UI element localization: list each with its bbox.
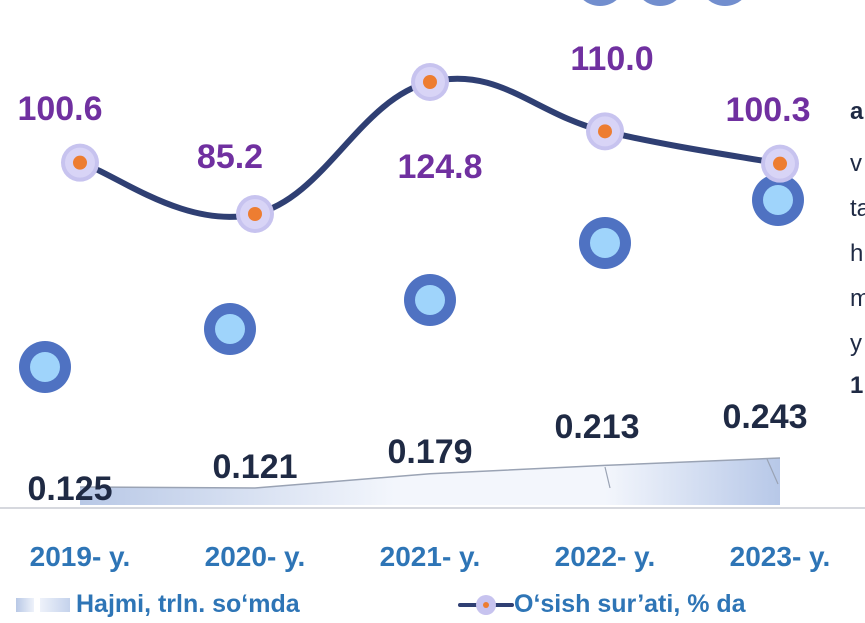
legend-line-swatch <box>458 594 514 615</box>
leader-line <box>766 458 779 485</box>
line-data-label: 124.8 <box>397 148 482 186</box>
area-top-line <box>79 457 781 489</box>
series-dot-inner <box>30 352 60 382</box>
area-data-label: 0.179 <box>387 433 472 471</box>
legend-area-label: Hajmi, trln. so‘mda <box>76 590 300 618</box>
area-fill <box>80 458 780 505</box>
line-marker-dot <box>598 124 612 139</box>
legend-area-swatch <box>0 596 70 614</box>
area-data-label: 0.243 <box>722 398 807 436</box>
area-data-label: 0.121 <box>212 448 297 486</box>
line-data-label: 100.3 <box>725 91 810 129</box>
side-text-line-2: v <box>850 150 862 177</box>
series-dot-inner <box>415 285 445 315</box>
x-tick-label: 2020- y. <box>205 541 306 572</box>
legend-line-label: O‘sish sur’ati, % da <box>514 590 746 618</box>
x-tick-label: 2023- y. <box>730 541 831 572</box>
leader-line <box>604 466 611 489</box>
area-data-label: 0.125 <box>27 470 112 508</box>
side-text-line-3: ta <box>850 195 865 222</box>
line-data-label: 110.0 <box>570 40 653 78</box>
series-dot-inner <box>215 314 245 344</box>
line-marker-dot <box>423 75 437 89</box>
decor-dot-top <box>583 0 617 6</box>
side-text-line-7: 1 <box>850 372 864 399</box>
legend-item-line: O‘sish sur’ati, % da <box>458 590 746 619</box>
decor-dot-top <box>708 0 742 6</box>
x-tick-label: 2019- y. <box>30 541 131 572</box>
x-tick-label: 2022- y. <box>555 541 656 572</box>
chart-legend: Hajmi, trln. so‘mda O‘sish sur’ati, % da <box>0 590 865 623</box>
series-dot-inner <box>590 228 620 258</box>
decor-dot-top <box>643 0 677 6</box>
side-text-line-5: m <box>850 285 865 312</box>
side-text-line-6: y <box>850 330 862 357</box>
series-dot-inner <box>763 185 793 215</box>
side-text-line-4: h <box>850 240 864 267</box>
line-marker-dot <box>73 155 87 170</box>
line-marker-dot <box>248 207 262 221</box>
line-data-label: 85.2 <box>197 138 263 176</box>
side-text-line-1: a <box>850 98 864 125</box>
area-data-label: 0.213 <box>554 408 639 446</box>
line-marker-dot <box>773 156 787 171</box>
legend-item-area: Hajmi, trln. so‘mda <box>0 590 300 619</box>
line-data-label: 100.6 <box>17 90 102 128</box>
x-tick-label: 2021- y. <box>380 541 481 572</box>
